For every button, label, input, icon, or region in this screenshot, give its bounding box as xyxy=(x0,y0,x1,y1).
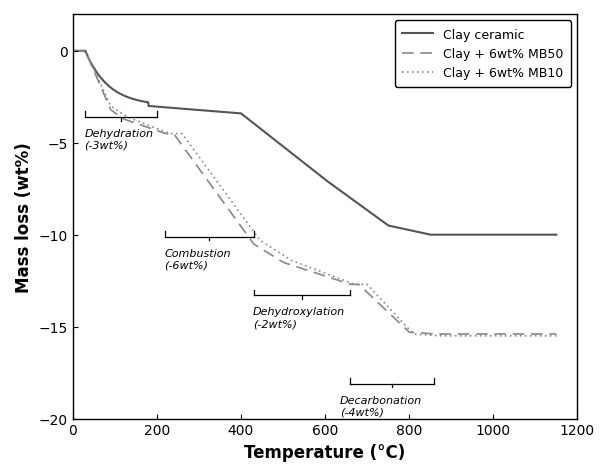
Clay + 6wt% MB10 xyxy=(430,333,437,338)
Clay ceramic xyxy=(430,232,437,238)
Clay ceramic xyxy=(553,232,560,238)
Clay + 6wt% MB50 xyxy=(430,331,437,337)
Text: Decarbonation
(-4wt%): Decarbonation (-4wt%) xyxy=(340,395,422,416)
Clay + 6wt% MB50 xyxy=(157,130,164,136)
Clay + 6wt% MB10 xyxy=(384,303,391,309)
Clay + 6wt% MB10 xyxy=(467,333,474,339)
Text: Dehydration
(-3wt%): Dehydration (-3wt%) xyxy=(84,129,154,150)
Clay + 6wt% MB50 xyxy=(69,49,76,55)
Text: Combustion
(-6wt%): Combustion (-6wt%) xyxy=(164,248,231,269)
Clay ceramic xyxy=(426,232,434,238)
Clay + 6wt% MB50 xyxy=(384,309,391,315)
Clay + 6wt% MB50 xyxy=(254,244,261,250)
Clay + 6wt% MB50 xyxy=(359,286,367,291)
Clay + 6wt% MB10 xyxy=(69,49,76,55)
Clay ceramic xyxy=(69,49,76,55)
Line: Clay + 6wt% MB10: Clay + 6wt% MB10 xyxy=(73,52,556,336)
Clay ceramic xyxy=(359,205,367,210)
Y-axis label: Mass loss (wt%): Mass loss (wt%) xyxy=(15,142,33,292)
Clay ceramic xyxy=(157,105,164,110)
Clay + 6wt% MB50 xyxy=(553,331,560,337)
Clay + 6wt% MB10 xyxy=(157,128,164,134)
Line: Clay + 6wt% MB50: Clay + 6wt% MB50 xyxy=(73,52,556,334)
Text: Dehydroxylation
(-2wt%): Dehydroxylation (-2wt%) xyxy=(253,307,345,328)
X-axis label: Temperature (°C): Temperature (°C) xyxy=(245,443,406,461)
Clay + 6wt% MB50 xyxy=(431,331,438,337)
Clay + 6wt% MB10 xyxy=(553,333,560,339)
Clay + 6wt% MB10 xyxy=(359,282,367,288)
Clay ceramic xyxy=(467,232,474,238)
Legend: Clay ceramic, Clay + 6wt% MB50, Clay + 6wt% MB10: Clay ceramic, Clay + 6wt% MB50, Clay + 6… xyxy=(395,21,571,88)
Clay ceramic xyxy=(384,222,391,228)
Clay + 6wt% MB10 xyxy=(254,235,261,240)
Line: Clay ceramic: Clay ceramic xyxy=(73,52,556,235)
Clay + 6wt% MB10 xyxy=(435,333,442,339)
Clay ceramic xyxy=(254,124,261,130)
Clay + 6wt% MB50 xyxy=(467,331,474,337)
